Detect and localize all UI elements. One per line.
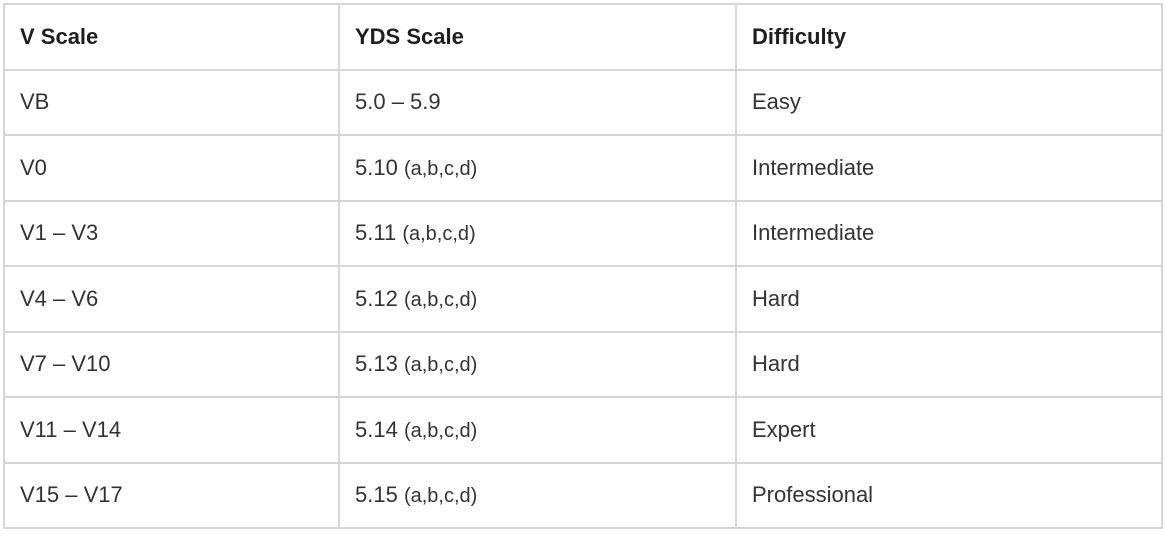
cell-v-scale: V7 – V10 [3, 330, 340, 398]
cell-difficulty: Hard [735, 330, 1163, 398]
cell-v-scale: V1 – V3 [3, 199, 340, 267]
table-row: V7 – V10 5.13 (a,b,c,d) Hard [3, 330, 1163, 398]
cell-difficulty: Expert [735, 396, 1163, 464]
yds-grade: 5.14 [355, 416, 398, 442]
table-row: V1 – V3 5.11 (a,b,c,d) Intermediate [3, 199, 1163, 267]
yds-subgrades: (a,b,c,d) [403, 354, 478, 377]
yds-grade: 5.10 [355, 154, 398, 180]
cell-yds-scale: 5.10 (a,b,c,d) [338, 134, 737, 202]
cell-difficulty: Professional [735, 461, 1163, 529]
yds-grade: 5.15 [355, 482, 398, 508]
yds-grade: 5.0 – 5.9 [355, 89, 441, 115]
cell-difficulty: Easy [735, 68, 1163, 136]
cell-v-scale: V15 – V17 [3, 461, 340, 529]
table-row: V15 – V17 5.15 (a,b,c,d) Professional [3, 461, 1163, 529]
cell-v-scale: V11 – V14 [3, 396, 340, 464]
grade-conversion-table: V Scale YDS Scale Difficulty VB 5.0 – 5.… [3, 3, 1163, 529]
yds-grade: 5.11 [355, 220, 397, 246]
yds-subgrades: (a,b,c,d) [403, 419, 478, 442]
grade-conversion-table-container: V Scale YDS Scale Difficulty VB 5.0 – 5.… [3, 3, 1163, 543]
yds-subgrades: (a,b,c,d) [403, 288, 478, 311]
table-row: VB 5.0 – 5.9 Easy [3, 68, 1163, 136]
cell-yds-scale: 5.13 (a,b,c,d) [338, 330, 737, 398]
cell-difficulty: Hard [735, 265, 1163, 333]
cell-v-scale: VB [3, 68, 340, 136]
cell-yds-scale: 5.12 (a,b,c,d) [338, 265, 737, 333]
table-header-row: V Scale YDS Scale Difficulty [3, 3, 1163, 71]
table-row: V4 – V6 5.12 (a,b,c,d) Hard [3, 265, 1163, 333]
table-row: V0 5.10 (a,b,c,d) Intermediate [3, 134, 1163, 202]
yds-subgrades: (a,b,c,d) [403, 485, 478, 508]
cell-difficulty: Intermediate [735, 199, 1163, 267]
cell-v-scale: V0 [3, 134, 340, 202]
table-row: V11 – V14 5.14 (a,b,c,d) Expert [3, 396, 1163, 464]
header-difficulty: Difficulty [735, 3, 1163, 71]
cell-yds-scale: 5.11 (a,b,c,d) [338, 199, 737, 267]
cell-v-scale: V4 – V6 [3, 265, 340, 333]
header-yds-scale: YDS Scale [338, 3, 737, 71]
cell-difficulty: Intermediate [735, 134, 1163, 202]
yds-grade: 5.13 [355, 351, 398, 377]
yds-subgrades: (a,b,c,d) [403, 157, 478, 180]
cell-yds-scale: 5.0 – 5.9 [338, 68, 737, 136]
cell-yds-scale: 5.15 (a,b,c,d) [338, 461, 737, 529]
header-v-scale: V Scale [3, 3, 340, 71]
yds-subgrades: (a,b,c,d) [402, 223, 476, 246]
cell-yds-scale: 5.14 (a,b,c,d) [338, 396, 737, 464]
yds-grade: 5.12 [355, 285, 398, 311]
